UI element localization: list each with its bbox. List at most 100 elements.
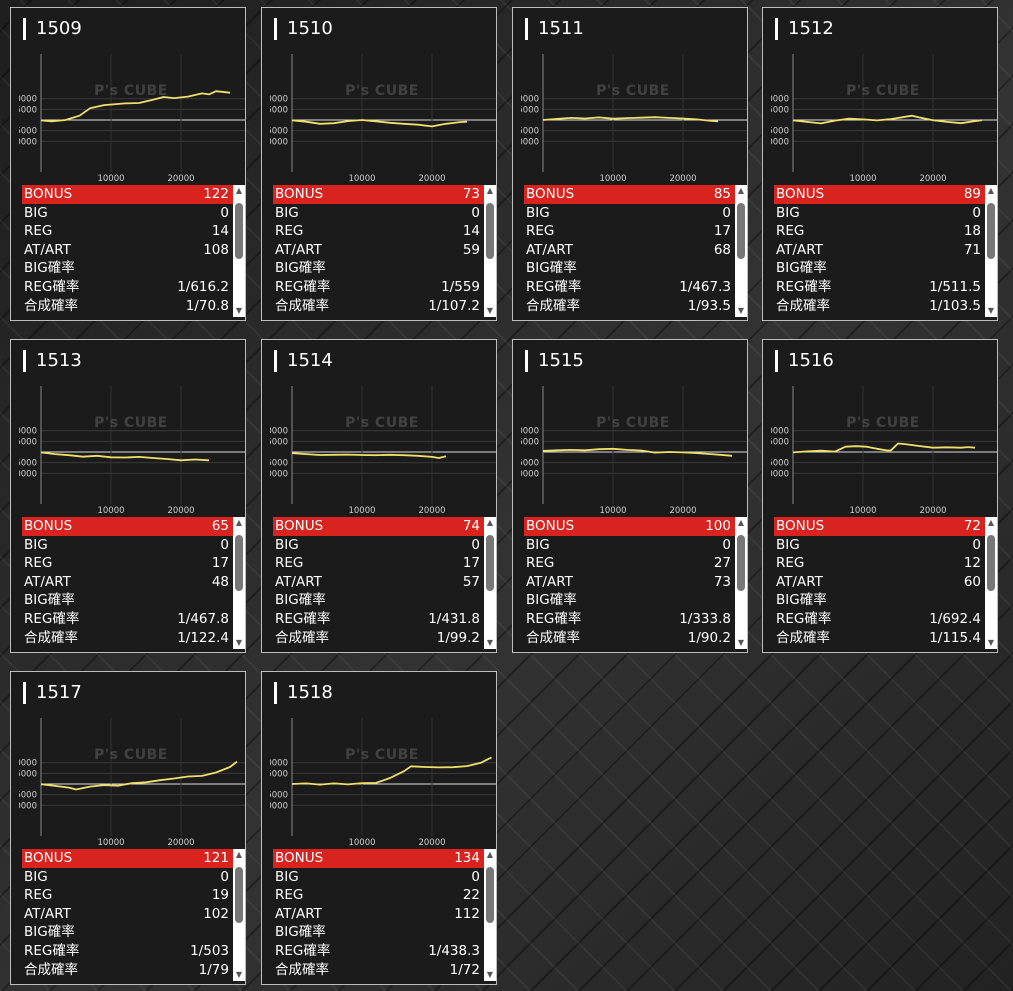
reg-rate-value: 1/692.4 — [929, 610, 981, 627]
scroll-thumb[interactable] — [987, 535, 995, 591]
scroll-up-icon[interactable]: ▲ — [235, 186, 243, 195]
bonus-value: 122 — [203, 186, 229, 202]
machine-number[interactable]: 1513 — [23, 350, 82, 372]
scroll-down-icon[interactable]: ▼ — [235, 970, 243, 979]
x-tick-label: 20000 — [919, 174, 946, 184]
reg-rate-value: 1/503 — [190, 942, 229, 959]
scroll-thumb[interactable] — [486, 535, 494, 591]
scroll-thumb[interactable] — [737, 535, 745, 591]
reg-rate-row: REG確率 1/692.4 — [774, 610, 985, 629]
scroll-up-icon[interactable]: ▲ — [987, 518, 995, 527]
stats-scrollbar[interactable]: ▲ ▼ — [484, 517, 496, 649]
x-tick-label: 10000 — [348, 838, 375, 848]
big-row: BIG 0 — [22, 868, 233, 887]
machine-number[interactable]: 1511 — [525, 18, 584, 40]
scroll-thumb[interactable] — [235, 535, 243, 591]
atart-value: 112 — [454, 905, 480, 922]
scroll-up-icon[interactable]: ▲ — [235, 850, 243, 859]
big-row: BIG 0 — [273, 868, 484, 887]
combined-rate-label: 合成確率 — [776, 297, 830, 314]
machine-number[interactable]: 1509 — [23, 18, 82, 40]
scroll-up-icon[interactable]: ▲ — [987, 186, 995, 195]
scroll-thumb[interactable] — [486, 867, 494, 923]
scroll-down-icon[interactable]: ▼ — [486, 970, 494, 979]
y-tick-label: 10000 — [19, 95, 37, 105]
payout-line — [291, 452, 447, 459]
y-tick-label: -10000 — [270, 137, 288, 147]
scroll-down-icon[interactable]: ▼ — [987, 638, 995, 647]
x-tick-label: 20000 — [418, 506, 445, 516]
scroll-down-icon[interactable]: ▼ — [737, 638, 745, 647]
machine-number[interactable]: 1518 — [274, 682, 333, 704]
scroll-down-icon[interactable]: ▼ — [987, 306, 995, 315]
reg-rate-label: REG確率 — [776, 278, 832, 295]
big-row: BIG 0 — [273, 536, 484, 555]
scroll-down-icon[interactable]: ▼ — [486, 638, 494, 647]
stats-scrollbar[interactable]: ▲ ▼ — [985, 185, 997, 317]
stats-scrollbar[interactable]: ▲ ▼ — [233, 517, 245, 649]
scroll-thumb[interactable] — [737, 203, 745, 259]
payout-line — [792, 114, 983, 125]
bonus-label: BONUS — [275, 850, 324, 866]
scroll-up-icon[interactable]: ▲ — [737, 186, 745, 195]
combined-rate-value: 1/103.5 — [929, 297, 981, 314]
machine-number[interactable]: 1516 — [775, 350, 834, 372]
combined-rate-row: 合成確率 1/115.4 — [774, 629, 985, 648]
bonus-value: 134 — [454, 850, 480, 866]
scroll-down-icon[interactable]: ▼ — [486, 306, 494, 315]
big-row: BIG 0 — [524, 204, 735, 223]
machine-number[interactable]: 1510 — [274, 18, 333, 40]
machine-number[interactable]: 1514 — [274, 350, 333, 372]
scroll-thumb[interactable] — [987, 203, 995, 259]
scroll-down-icon[interactable]: ▼ — [235, 638, 243, 647]
big-row: BIG 0 — [22, 536, 233, 555]
scroll-up-icon[interactable]: ▲ — [486, 186, 494, 195]
bonus-row: BONUS 122 — [22, 185, 233, 204]
big-rate-label: BIG確率 — [275, 924, 326, 941]
machine-number[interactable]: 1512 — [775, 18, 834, 40]
scroll-thumb[interactable] — [235, 867, 243, 923]
stats-scrollbar[interactable]: ▲ ▼ — [484, 185, 496, 317]
atart-label: AT/ART — [526, 573, 573, 590]
stats-scrollbar[interactable]: ▲ ▼ — [985, 517, 997, 649]
scroll-down-icon[interactable]: ▼ — [235, 306, 243, 315]
scroll-up-icon[interactable]: ▲ — [486, 850, 494, 859]
scroll-down-icon[interactable]: ▼ — [737, 306, 745, 315]
stats-scrollbar[interactable]: ▲ ▼ — [484, 849, 496, 981]
scroll-thumb[interactable] — [486, 203, 494, 259]
stats-scrollbar[interactable]: ▲ ▼ — [735, 185, 747, 317]
scroll-up-icon[interactable]: ▲ — [486, 518, 494, 527]
bonus-value: 74 — [462, 518, 480, 534]
stats-scrollbar[interactable]: ▲ ▼ — [233, 849, 245, 981]
stats-scrollbar[interactable]: ▲ ▼ — [233, 185, 245, 317]
machine-number[interactable]: 1515 — [525, 350, 584, 372]
scroll-up-icon[interactable]: ▲ — [737, 518, 745, 527]
stats-table: BONUS 122 BIG 0 REG 14 AT/ART 108 BIG確率 … — [22, 185, 233, 317]
bonus-value: 85 — [713, 186, 731, 202]
big-rate-label: BIG確率 — [275, 592, 326, 609]
y-tick-label: 10000 — [771, 427, 789, 437]
scroll-up-icon[interactable]: ▲ — [235, 518, 243, 527]
reg-label: REG — [24, 223, 53, 240]
big-rate-row: BIG確率 — [524, 259, 735, 278]
atart-label: AT/ART — [275, 241, 322, 258]
scroll-thumb[interactable] — [235, 203, 243, 259]
machine-number[interactable]: 1517 — [23, 682, 82, 704]
y-tick-label: 10000 — [771, 95, 789, 105]
stats-scrollbar[interactable]: ▲ ▼ — [735, 517, 747, 649]
